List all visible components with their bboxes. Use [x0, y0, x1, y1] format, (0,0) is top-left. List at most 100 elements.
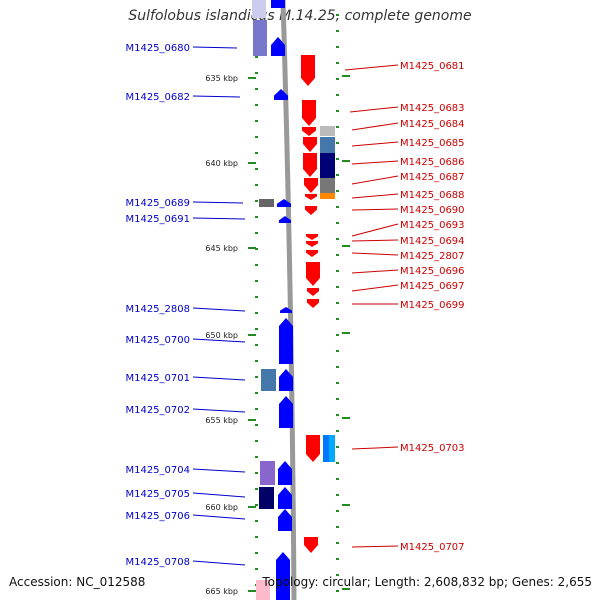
gene-label-leader: [192, 338, 246, 343]
reverse-gene-arrow: [271, 0, 285, 8]
kbp-label: 655 kbp: [205, 416, 238, 425]
gene-label-leader: [351, 175, 399, 185]
tick-mark: [336, 590, 339, 592]
tick-mark: [336, 446, 339, 448]
tick-mark: [255, 536, 258, 538]
gene-label-m1425-0680: M1425_0680: [125, 43, 190, 54]
kbp-label: 635 kbp: [205, 74, 238, 83]
gene-label-leader: [351, 223, 399, 237]
tick-mark: [336, 286, 339, 288]
gene-label-leader: [351, 252, 399, 256]
gene-label-m1425-0706: M1425_0706: [125, 511, 190, 522]
tick-mark: [336, 430, 339, 432]
gene-label-leader: [192, 514, 246, 520]
gene-label-leader: [351, 284, 399, 292]
tick-mark: [255, 440, 258, 442]
feature-block: [259, 487, 274, 509]
tick-mark: [255, 56, 258, 58]
forward-gene-arrow: [306, 234, 318, 240]
reverse-gene-arrow: [276, 552, 290, 600]
kbp-tick: [342, 160, 350, 162]
tick-mark: [336, 270, 339, 272]
tick-mark: [255, 408, 258, 410]
gene-label-leader: [344, 64, 399, 71]
gene-label-m1425-0689: M1425_0689: [125, 198, 190, 209]
feature-block: [256, 580, 270, 600]
feature-block: [320, 137, 335, 153]
tick-mark: [336, 126, 339, 128]
gene-label-leader: [192, 201, 244, 204]
reverse-gene-arrow: [279, 369, 293, 391]
tick-mark: [255, 200, 258, 202]
feature-block: [323, 435, 329, 462]
tick-mark: [336, 14, 339, 16]
forward-gene-arrow: [303, 153, 317, 177]
gene-label-leader: [351, 122, 399, 131]
tick-mark: [336, 318, 339, 320]
gene-label-m1425-0693: M1425_0693: [400, 220, 465, 231]
kbp-tick: [248, 77, 256, 79]
tick-mark: [336, 110, 339, 112]
gene-label-leader: [192, 408, 246, 413]
reverse-gene-arrow: [279, 318, 293, 364]
tick-mark: [336, 174, 339, 176]
gene-label-leader: [192, 217, 246, 220]
feature-block: [320, 193, 335, 199]
tick-mark: [336, 494, 339, 496]
gene-label-m1425-0685: M1425_0685: [400, 138, 465, 149]
tick-mark: [255, 472, 258, 474]
forward-gene-arrow: [301, 55, 315, 86]
kbp-tick: [342, 245, 350, 247]
gene-label-m1425-0691: M1425_0691: [125, 214, 190, 225]
gene-label-m1425-0701: M1425_0701: [125, 373, 190, 384]
tick-mark: [255, 120, 258, 122]
tick-mark: [255, 424, 258, 426]
gene-label-leader: [351, 193, 399, 199]
forward-gene-arrow: [306, 241, 318, 247]
tick-mark: [255, 552, 258, 554]
gene-label-m1425-0683: M1425_0683: [400, 103, 465, 114]
feature-block: [320, 178, 335, 193]
tick-mark: [336, 78, 339, 80]
tick-mark: [255, 152, 258, 154]
kbp-tick: [342, 332, 350, 334]
tick-mark: [336, 366, 339, 368]
forward-gene-arrow: [307, 299, 319, 308]
map-title: Sulfolobus islandicus M.14.25, complete …: [128, 8, 472, 24]
tick-mark: [336, 334, 339, 336]
tick-mark: [336, 574, 339, 576]
tick-mark: [255, 504, 258, 506]
forward-gene-arrow: [302, 100, 316, 126]
gene-label-m1425-0700: M1425_0700: [125, 335, 190, 346]
tick-mark: [255, 456, 258, 458]
gene-label-leader: [192, 307, 246, 312]
forward-gene-arrow: [306, 435, 320, 462]
forward-gene-arrow: [306, 250, 318, 257]
gene-label-m1425-0690: M1425_0690: [400, 205, 465, 216]
accession-info: Accession: NC_012588: [9, 575, 146, 589]
tick-mark: [255, 488, 258, 490]
tick-mark: [336, 62, 339, 64]
forward-gene-arrow: [306, 262, 320, 286]
tick-mark: [336, 382, 339, 384]
tick-mark: [255, 376, 258, 378]
gene-label-leader: [192, 492, 246, 498]
tick-mark: [336, 30, 339, 32]
gene-label-leader: [349, 106, 399, 113]
gene-label-m1425-2807: M1425_2807: [400, 251, 465, 262]
tick-mark: [255, 312, 258, 314]
kbp-tick: [248, 590, 256, 592]
tick-mark: [255, 296, 258, 298]
gene-label-m1425-0703: M1425_0703: [400, 443, 465, 454]
gene-label-m1425-0697: M1425_0697: [400, 281, 465, 292]
gene-label-m1425-0681: M1425_0681: [400, 61, 465, 72]
feature-block: [320, 153, 335, 178]
gene-label-leader: [351, 239, 399, 242]
gene-label-m1425-0694: M1425_0694: [400, 236, 465, 247]
gene-label-m1425-0708: M1425_0708: [125, 557, 190, 568]
forward-gene-arrow: [304, 537, 318, 553]
tick-mark: [255, 232, 258, 234]
gene-label-m1425-0688: M1425_0688: [400, 190, 465, 201]
forward-gene-arrow: [302, 127, 316, 136]
forward-gene-arrow: [303, 137, 317, 152]
